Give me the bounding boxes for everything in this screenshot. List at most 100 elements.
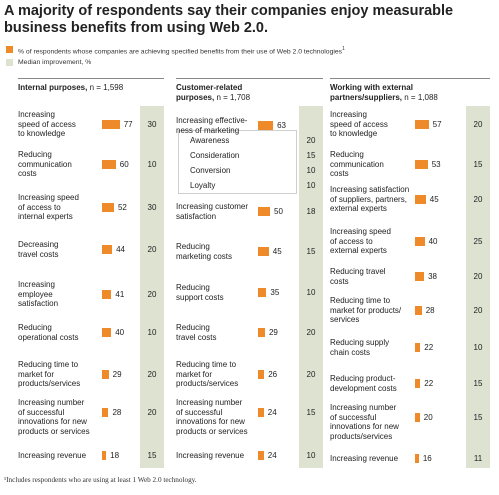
median-value-label: 15	[306, 407, 316, 417]
category-label: Reducing travel costs	[176, 323, 216, 342]
category-label: Reducing time to market for products/serv…	[330, 296, 401, 325]
median-value-label: 15	[473, 159, 483, 169]
data-bar	[258, 121, 274, 130]
category-label-line: of access to	[330, 236, 373, 246]
median-value-label: 15	[147, 451, 157, 460]
category-label-line: Reducing	[176, 242, 210, 251]
panel-n: n = 1,598	[87, 83, 124, 92]
category-label: Reducing travel costs	[330, 267, 386, 286]
category-label-line: support costs	[176, 292, 224, 302]
chart-panel-2: Customer-related purposes, n = 1,708 Aware…	[176, 78, 323, 468]
category-label-line: of successful	[330, 412, 377, 422]
median-value-label: 20	[473, 272, 483, 281]
median-value-label: 25	[473, 236, 483, 246]
category-label-line: internal experts	[18, 212, 73, 221]
bar-value-label: 22	[424, 343, 434, 352]
bar-value-label: 18	[110, 451, 120, 460]
category-label: Increasing speed of access to internal exp…	[18, 193, 79, 222]
median-value-label: 15	[306, 247, 316, 256]
category-label-line: Reducing time to	[330, 296, 391, 305]
data-bar	[258, 407, 264, 417]
legend-bar-entry: % of respondents whose companies are ach…	[6, 45, 345, 56]
category-label-line: Increasing	[18, 280, 55, 289]
panel-n: n = 1,708	[214, 93, 251, 102]
category-label: Decreasing travel costs	[18, 240, 58, 259]
category-label-line: to knowledge	[330, 129, 378, 138]
median-value-label: 20	[473, 119, 483, 129]
category-label-line: Increasing speed	[18, 193, 79, 202]
category-label-line: Reducing	[176, 283, 210, 292]
data-bar	[102, 159, 116, 169]
category-label: Reducing support costs	[176, 283, 224, 302]
median-value-label: 10	[306, 451, 316, 460]
category-label-line: satisfaction	[176, 211, 217, 221]
median-value-label: 18	[306, 207, 316, 216]
category-label-line: Reducing time to	[18, 360, 79, 369]
category-label-line: Increasing	[330, 110, 367, 119]
data-bar	[102, 202, 114, 212]
panel-header: Working with external partners/suppliers,…	[330, 83, 438, 103]
median-column	[140, 106, 164, 468]
category-label-line: Increasing satisfaction	[330, 185, 410, 194]
category-label-line: Increasing revenue	[330, 454, 399, 463]
category-label: Increasing speed of access to knowledge	[330, 110, 388, 139]
category-label-line: innovations for new	[176, 417, 245, 426]
category-label-line: speed of access	[330, 119, 388, 129]
bar-value-label: 44	[116, 245, 126, 254]
category-label: Increasing customer satisfaction	[176, 202, 248, 221]
category-label-line: ness of marketing	[176, 125, 240, 135]
category-label-line: Increasing number	[330, 403, 397, 412]
category-label: Increasing employee satisfaction	[18, 280, 58, 309]
category-label-line: of successful	[176, 407, 223, 417]
bar-value-label: 45	[429, 194, 439, 204]
category-label-line: Increasing revenue	[18, 451, 87, 460]
legend-bar-swatch	[6, 46, 13, 53]
median-value-label: 11	[473, 454, 483, 463]
chart-panel-1: Internal purposes, n = 1,598 Increasing sp…	[18, 78, 164, 468]
panel-header: Customer-related purposes, n = 1,708	[176, 83, 250, 103]
category-label: Increasing satisfaction of suppliers, par…	[330, 185, 409, 214]
category-label: Increasing effective-ness of marketing	[176, 116, 247, 135]
data-bar	[102, 328, 112, 337]
category-label-line: travel costs	[176, 332, 217, 342]
category-label-line: of access to	[18, 202, 61, 212]
data-bar	[102, 245, 113, 254]
bar-value-label: 35	[270, 288, 280, 297]
bar-value-label: 26	[268, 369, 278, 379]
panel-title-line: Working with external	[330, 83, 413, 92]
category-label-line: Reducing time to	[176, 360, 237, 369]
marketing-breakdown-label: Consideration	[190, 151, 240, 160]
bar-value-label: 50	[274, 207, 283, 216]
data-bar	[415, 412, 420, 422]
data-bar	[102, 119, 120, 129]
category-label-line: travel costs	[18, 249, 59, 259]
category-label: Increasing number of successful innovation…	[330, 403, 399, 441]
category-label-line: Reducing supply	[330, 338, 390, 347]
category-label-line: Increasing number	[18, 398, 85, 407]
median-value-label: 20	[473, 194, 483, 204]
category-label-line: Increasing number	[176, 398, 243, 407]
category-label-line: Increasing customer	[176, 202, 249, 211]
category-label: Reducing marketing costs	[176, 242, 232, 261]
category-label-line: development costs	[330, 383, 397, 393]
median-value-label: 20	[473, 305, 483, 315]
bar-value-label: 38	[428, 272, 438, 281]
category-label-line: communication	[330, 159, 384, 169]
median-value-label: 20	[147, 407, 157, 417]
category-label-line: products or services	[176, 426, 248, 436]
category-label-line: services	[330, 315, 360, 324]
category-label: Increasing speed of access to external exp…	[330, 227, 391, 256]
marketing-breakdown-median: 10	[306, 166, 316, 175]
data-bar	[102, 369, 109, 379]
data-bar	[258, 328, 265, 337]
median-value-label: 15	[473, 379, 483, 388]
category-label-line: Reducing	[18, 323, 52, 332]
data-bar	[415, 194, 426, 204]
bar-value-label: 29	[112, 369, 122, 379]
panel-n: n = 1,088	[402, 93, 438, 102]
data-bar	[258, 369, 265, 379]
panel-title-line: partners/suppliers,	[330, 93, 403, 102]
data-bar	[415, 379, 421, 388]
category-label-line: of successful	[18, 407, 65, 417]
marketing-breakdown-median: 20	[306, 136, 316, 145]
